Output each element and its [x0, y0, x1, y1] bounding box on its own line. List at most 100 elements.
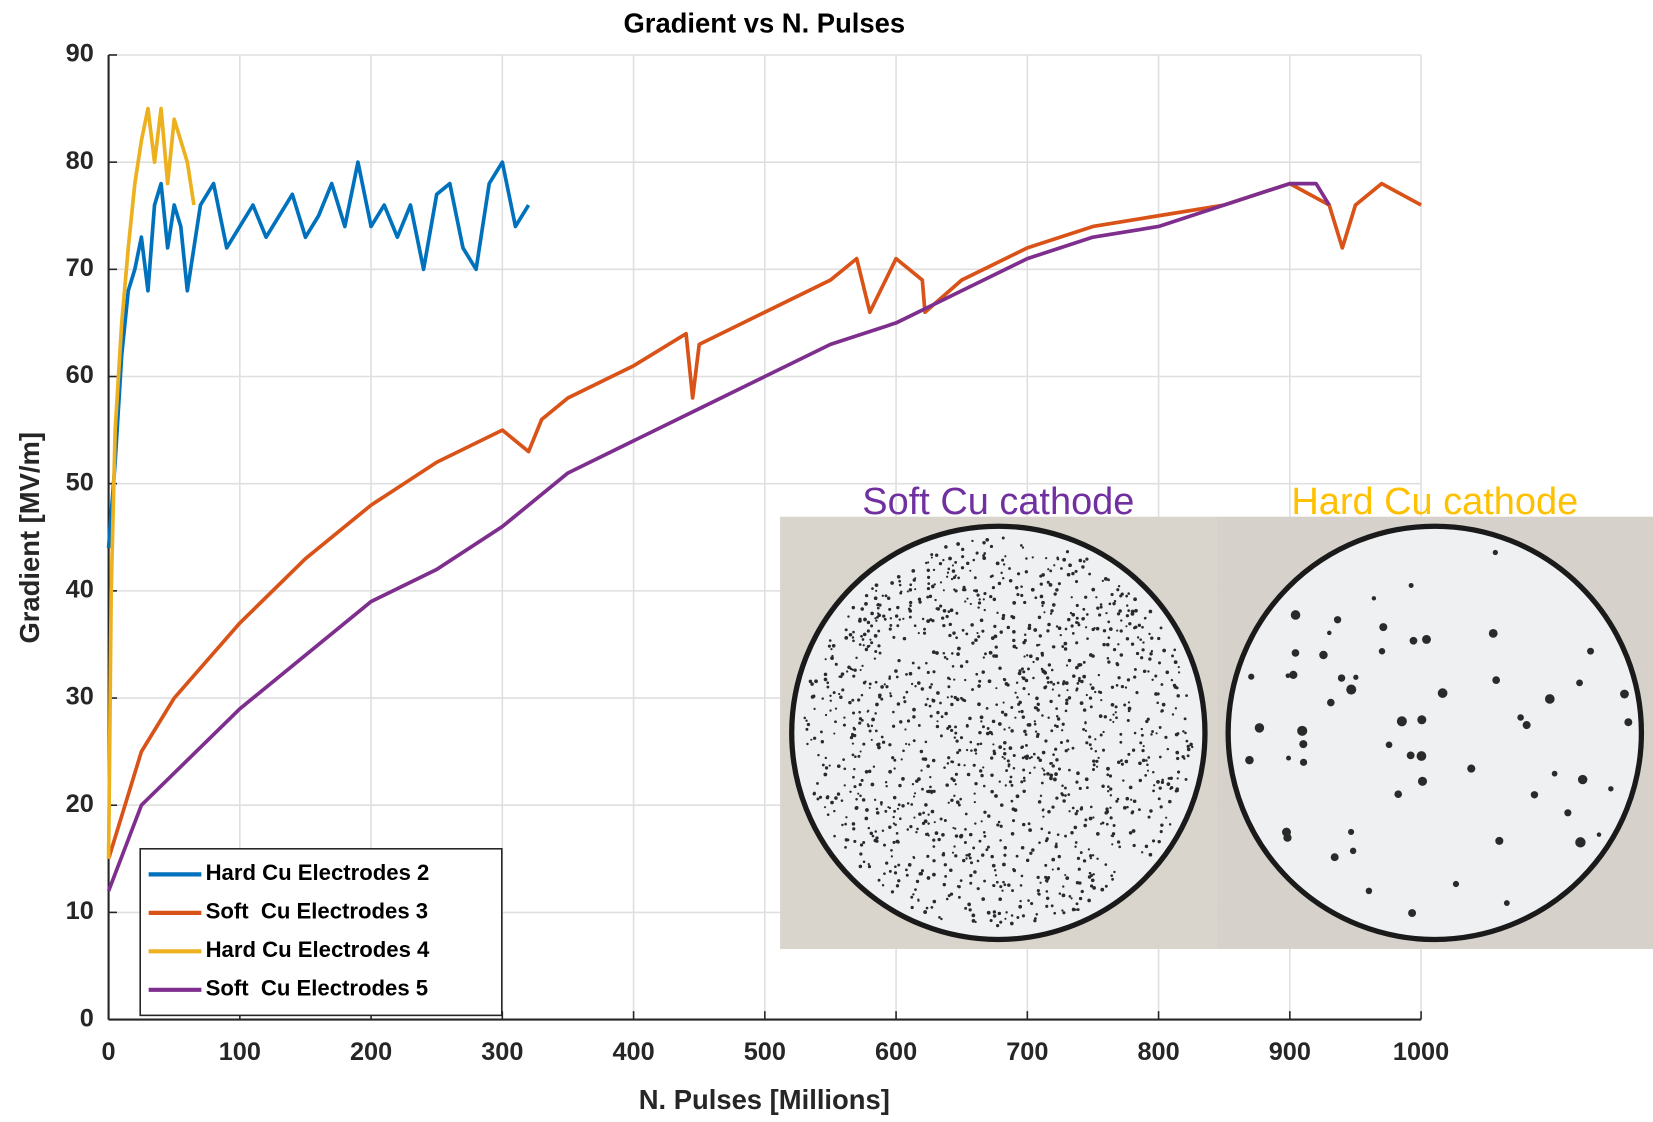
speck: [1037, 892, 1040, 895]
speck: [1452, 880, 1460, 888]
speck: [976, 887, 980, 891]
speck: [851, 742, 855, 745]
speck: [1144, 774, 1148, 777]
speck: [913, 816, 916, 819]
speck: [858, 721, 862, 725]
speck: [1021, 715, 1026, 719]
speck: [1408, 583, 1414, 589]
speck: [892, 822, 896, 825]
speck: [1108, 774, 1113, 778]
speck: [891, 756, 895, 760]
speck: [939, 701, 942, 705]
speck: [1130, 611, 1135, 616]
speck: [1056, 681, 1060, 685]
speck: [1019, 544, 1023, 547]
speck: [911, 569, 916, 573]
speck: [1102, 748, 1106, 752]
speck: [1120, 685, 1125, 689]
speck: [1173, 660, 1178, 665]
speck: [824, 658, 827, 661]
speck: [1047, 622, 1051, 627]
speck: [1056, 833, 1060, 836]
speck: [888, 825, 892, 829]
speck: [853, 733, 857, 738]
speck: [972, 763, 976, 767]
speck: [878, 651, 882, 655]
speck: [867, 826, 871, 830]
y-tick-label: 30: [66, 683, 94, 711]
speck: [1091, 627, 1095, 632]
speck: [943, 656, 947, 659]
speck: [838, 692, 841, 696]
speck: [926, 670, 930, 674]
speck: [973, 576, 977, 580]
speck: [1024, 570, 1029, 574]
speck: [997, 581, 1002, 586]
speck: [1055, 625, 1059, 628]
speck: [1077, 679, 1081, 683]
speck: [888, 869, 892, 873]
speck: [880, 697, 884, 701]
speck: [878, 693, 882, 697]
speck: [844, 635, 849, 640]
speck: [1002, 862, 1006, 867]
speck: [823, 677, 828, 682]
speck: [910, 895, 914, 899]
speck: [910, 682, 914, 686]
speck: [1112, 713, 1115, 716]
speck: [908, 588, 913, 592]
speck: [1127, 592, 1130, 595]
speck: [1065, 876, 1070, 881]
speck: [989, 575, 993, 579]
y-tick-label: 10: [66, 897, 94, 925]
speck: [930, 556, 933, 559]
speck: [1050, 609, 1054, 613]
speck: [817, 753, 820, 757]
speck: [977, 601, 982, 605]
speck: [840, 799, 844, 802]
speck: [1088, 871, 1092, 875]
speck: [1114, 711, 1117, 714]
speck: [928, 704, 932, 708]
speck: [932, 670, 936, 674]
speck: [1148, 657, 1152, 661]
speck: [874, 680, 878, 684]
speck: [1062, 885, 1065, 888]
speck: [1119, 629, 1123, 633]
speck: [848, 700, 852, 705]
speck: [1012, 766, 1016, 770]
speck: [857, 698, 861, 702]
speck: [1135, 691, 1139, 695]
speck: [1116, 760, 1121, 765]
speck: [1085, 786, 1089, 790]
speck: [1002, 677, 1006, 681]
speck: [953, 794, 956, 798]
speck: [905, 672, 908, 676]
speck: [1142, 669, 1147, 674]
speck: [1089, 705, 1093, 709]
speck: [810, 682, 814, 686]
speck: [1159, 805, 1163, 809]
speck: [1151, 839, 1156, 843]
speck: [936, 720, 939, 723]
speck: [852, 674, 856, 678]
speck: [1028, 771, 1032, 775]
speck: [1005, 769, 1009, 772]
speck: [1106, 766, 1110, 771]
speck: [951, 564, 954, 567]
speck: [1082, 660, 1086, 664]
speck: [1184, 777, 1188, 781]
speck: [853, 839, 857, 843]
speck: [976, 742, 980, 746]
speck: [1039, 881, 1042, 884]
speck: [1112, 647, 1117, 652]
speck: [1009, 775, 1013, 779]
speck: [1028, 828, 1032, 832]
speck: [1022, 670, 1026, 674]
speck: [1596, 832, 1602, 837]
speck: [824, 756, 828, 760]
speck: [1120, 619, 1123, 622]
speck: [859, 843, 864, 847]
speck: [1140, 727, 1143, 731]
speck: [951, 569, 956, 573]
